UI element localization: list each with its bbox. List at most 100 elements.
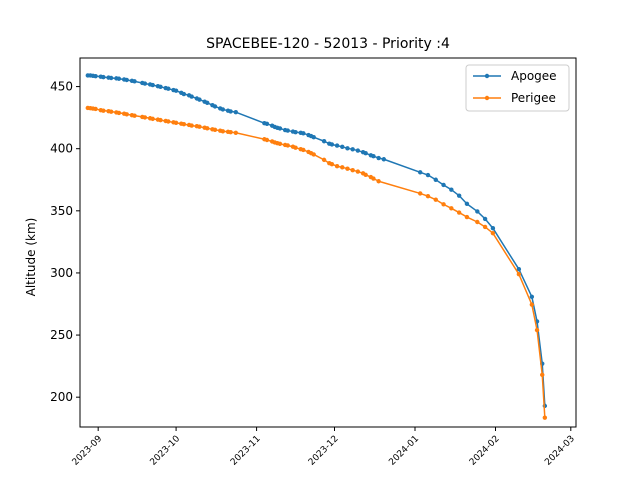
- perigee-point: [101, 108, 106, 113]
- apogee-point: [311, 134, 316, 140]
- apogee-point: [529, 294, 535, 299]
- perigee-point: [475, 219, 480, 225]
- perigee-point: [150, 116, 155, 122]
- perigee-point: [158, 117, 163, 123]
- apogee-point: [363, 150, 368, 156]
- apogee-point: [150, 82, 155, 88]
- apogee-point: [449, 187, 454, 192]
- apogee-point: [173, 88, 179, 93]
- apogee-point: [166, 86, 171, 91]
- apogee-point: [355, 148, 361, 153]
- y-tick-label: 300: [50, 266, 73, 280]
- apogee-point: [441, 182, 446, 188]
- y-tick-label: 400: [50, 142, 73, 156]
- perigee-point: [277, 141, 283, 147]
- apogee-point: [425, 172, 431, 178]
- apogee-point: [329, 142, 335, 147]
- perigee-point: [329, 162, 335, 167]
- apogee-point: [93, 73, 98, 79]
- perigee-point: [124, 112, 129, 117]
- perigee-point: [350, 167, 355, 173]
- perigee-point: [441, 202, 446, 207]
- legend: Apogee Perigee: [465, 64, 570, 112]
- y-tick-label: 350: [50, 204, 73, 218]
- apogee-point: [212, 104, 218, 109]
- perigee-point: [220, 129, 226, 134]
- apogee-point: [116, 76, 122, 81]
- apogee-point: [490, 226, 496, 231]
- perigee-point: [142, 115, 148, 120]
- series-layer: [85, 73, 548, 420]
- perigee-point: [321, 157, 327, 163]
- apogee-point: [301, 131, 306, 136]
- legend-perigee-label: Perigee: [511, 91, 556, 105]
- apogee-point: [101, 74, 106, 80]
- perigee-point: [116, 110, 122, 116]
- apogee-point: [475, 209, 480, 214]
- apogee-point: [293, 129, 298, 135]
- apogee-point: [124, 77, 129, 83]
- perigee-point: [340, 165, 345, 170]
- perigee-point: [464, 214, 470, 220]
- perigee-point: [181, 122, 187, 127]
- perigee-point: [264, 137, 270, 143]
- perigee-point: [189, 123, 194, 128]
- apogee-point: [456, 193, 462, 198]
- apogee-point: [189, 94, 194, 99]
- perigee-point: [433, 197, 438, 202]
- perigee-point: [173, 120, 179, 126]
- apogee-point: [233, 109, 239, 115]
- perigee-point: [534, 327, 540, 333]
- chart-title: SPACEBEE-120 - 52013 - Priority :4: [206, 36, 450, 52]
- perigee-point: [228, 129, 233, 135]
- perigee-point: [540, 372, 545, 378]
- apogee-point: [285, 128, 290, 133]
- apogee-point: [433, 177, 438, 182]
- apogee-point: [417, 170, 423, 175]
- apogee-point: [277, 126, 283, 131]
- apogee-point: [350, 147, 355, 152]
- apogee-point: [132, 79, 137, 84]
- apogee-point: [464, 201, 470, 207]
- y-axis-label: Altitude (km): [24, 218, 38, 297]
- perigee-point: [449, 206, 454, 211]
- perigee-point: [301, 147, 306, 153]
- perigee-point: [166, 119, 171, 124]
- y-tick-label: 250: [50, 328, 73, 342]
- perigee-point: [311, 152, 316, 157]
- apogee-point: [158, 84, 163, 90]
- perigee-point: [212, 127, 218, 133]
- perigee-point: [363, 172, 368, 177]
- apogee-point: [181, 91, 187, 97]
- perigee-point: [285, 143, 290, 148]
- perigee-point: [490, 230, 496, 236]
- apogee-point: [345, 146, 350, 151]
- apogee-point: [482, 216, 488, 222]
- apogee-point: [228, 109, 233, 114]
- apogee-point: [108, 75, 114, 81]
- plot-frame: [79, 57, 577, 428]
- perigee-point: [542, 415, 548, 420]
- legend-apogee-marker: [484, 73, 490, 79]
- perigee-point: [108, 109, 114, 114]
- perigee-point: [205, 126, 210, 131]
- perigee-point: [456, 210, 462, 215]
- y-tick-label: 200: [50, 390, 73, 404]
- apogee-point: [340, 144, 345, 150]
- perigee-point: [233, 130, 239, 135]
- apogee-point: [220, 107, 226, 112]
- apogee-point: [381, 157, 387, 162]
- perigee-point: [376, 179, 381, 184]
- apogee-point: [264, 121, 270, 127]
- perigee-point: [371, 176, 376, 181]
- y-axis: 200 250 300 350 400 450: [50, 80, 80, 404]
- perigee-point: [425, 193, 431, 199]
- apogee-point: [197, 97, 202, 102]
- y-tick-label: 450: [50, 80, 73, 94]
- apogee-point: [516, 267, 522, 272]
- perigee-point: [355, 169, 361, 174]
- perigee-series-line: [87, 107, 546, 418]
- perigee-point: [345, 166, 350, 171]
- apogee-point: [371, 153, 376, 159]
